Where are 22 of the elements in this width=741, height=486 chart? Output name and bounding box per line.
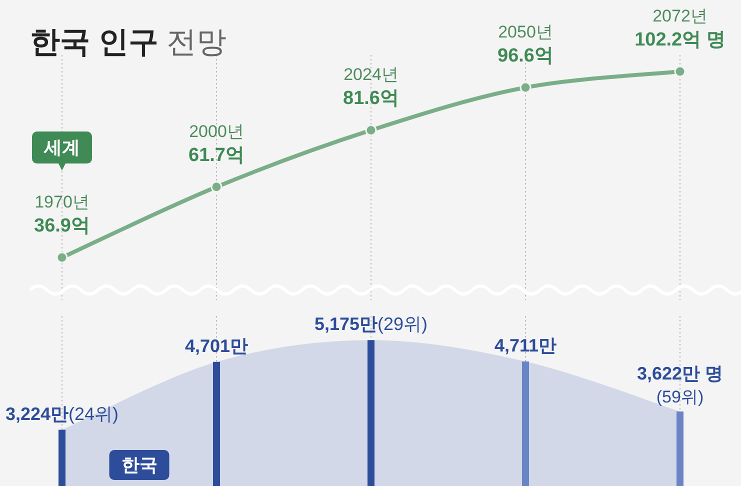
data-label: 81.6억 bbox=[343, 88, 399, 110]
data-label: 61.7억 bbox=[188, 144, 244, 166]
point bbox=[520, 82, 532, 94]
data-label: 102.2억 명 bbox=[634, 30, 726, 51]
data-label: 5,175만(29위) bbox=[314, 314, 428, 334]
point bbox=[56, 252, 68, 264]
data-label: 96.6억 bbox=[498, 45, 554, 66]
data-label: 3,224만(24위) bbox=[5, 404, 119, 424]
data-label: 4,711만 bbox=[494, 335, 557, 356]
picture-callout: 세계 bbox=[32, 132, 92, 171]
point bbox=[210, 181, 222, 193]
text: 2050년 bbox=[498, 22, 553, 42]
data-label: 36.9억 bbox=[34, 216, 90, 237]
data-label: 4,701만 bbox=[184, 336, 248, 356]
chart-title: 한국 인구 전망 bbox=[30, 26, 227, 59]
annotation: 2000년 bbox=[189, 122, 244, 141]
text: 한국 bbox=[121, 455, 158, 475]
text: 2072년 bbox=[652, 6, 708, 26]
data-label: 3,622만 명(59위) bbox=[636, 363, 724, 406]
annotation: 2024년 bbox=[344, 65, 398, 84]
annotation: 1970년 bbox=[34, 192, 90, 212]
point bbox=[674, 66, 686, 78]
